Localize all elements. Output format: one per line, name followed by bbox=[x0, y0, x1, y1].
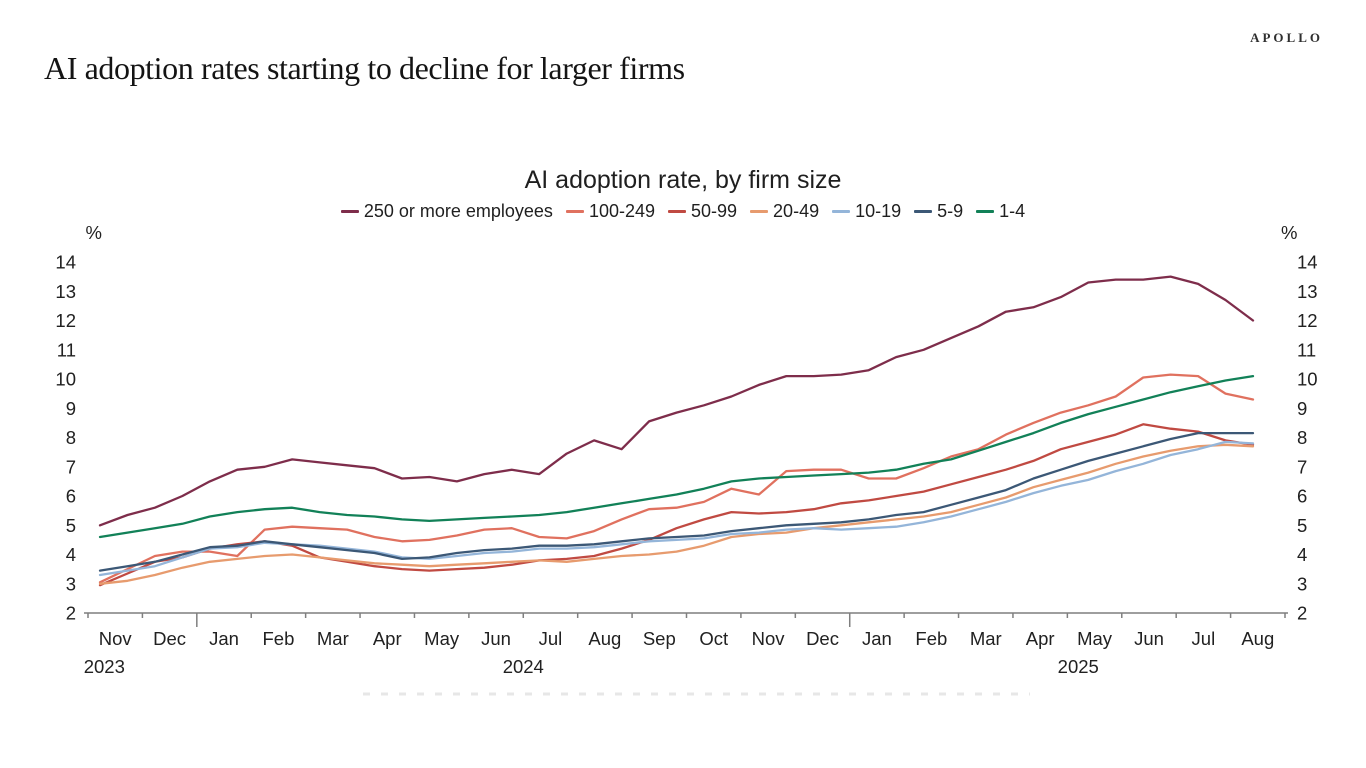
y-axis-label-left: 6 bbox=[66, 486, 76, 507]
x-axis-month-label: Jul bbox=[539, 628, 563, 649]
y-axis-label-left: 8 bbox=[66, 427, 76, 448]
series-line-5-9 bbox=[98, 431, 1255, 572]
x-axis-month-label: Aug bbox=[588, 628, 621, 649]
x-axis-year-label: 2023 bbox=[84, 656, 125, 677]
y-axis-label-left: 10 bbox=[55, 369, 76, 390]
legend-item-250-or-more-employees: 250 or more employees bbox=[340, 201, 553, 222]
legend-item-5-9: 5-9 bbox=[914, 201, 963, 222]
series-line-1-4 bbox=[98, 374, 1255, 539]
legend-swatch bbox=[832, 210, 851, 213]
y-axis-label-left: 5 bbox=[66, 515, 76, 536]
x-axis-year-label: 2024 bbox=[503, 656, 544, 677]
x-axis-month-label: Apr bbox=[373, 628, 402, 649]
x-axis-month-label: Feb bbox=[915, 628, 947, 649]
legend-label: 1-4 bbox=[999, 201, 1026, 221]
x-axis-month-label: Aug bbox=[1241, 628, 1274, 649]
apollo-logo: APOLLO bbox=[1250, 30, 1323, 45]
y-axis-label-right: 3 bbox=[1297, 573, 1307, 594]
y-axis-label-right: 4 bbox=[1297, 544, 1307, 565]
y-axis-label-left: 9 bbox=[66, 398, 76, 419]
x-axis-month-label: Dec bbox=[153, 628, 186, 649]
y-axis-label-right: 2 bbox=[1297, 603, 1307, 624]
legend-item-50-99: 50-99 bbox=[668, 201, 737, 222]
x-axis-month-label: Sep bbox=[643, 628, 676, 649]
y-axis-unit-left: % bbox=[86, 222, 102, 243]
y-axis-label-right: 9 bbox=[1297, 398, 1307, 419]
y-axis-label-right: 11 bbox=[1297, 339, 1316, 360]
y-axis-label-left: 3 bbox=[66, 573, 76, 594]
x-axis-month-label: Oct bbox=[699, 628, 728, 649]
x-axis-month-label: Jan bbox=[862, 628, 892, 649]
y-axis-label-left: 11 bbox=[57, 339, 76, 360]
legend-label: 20-49 bbox=[773, 201, 820, 221]
legend-label: 5-9 bbox=[937, 201, 964, 221]
x-axis-month-label: Nov bbox=[752, 628, 786, 649]
y-axis-label-left: 4 bbox=[66, 544, 76, 565]
series-line-100-249 bbox=[98, 373, 1255, 584]
y-axis-label-right: 8 bbox=[1297, 427, 1307, 448]
series-line-50-99 bbox=[98, 423, 1255, 587]
x-axis-month-label: Apr bbox=[1026, 628, 1055, 649]
y-axis-label-right: 13 bbox=[1297, 281, 1318, 302]
series-line-20-49 bbox=[98, 443, 1255, 585]
y-axis-unit-right: % bbox=[1281, 222, 1297, 243]
x-axis-month-label: May bbox=[424, 628, 460, 649]
legend-swatch bbox=[565, 210, 584, 213]
y-axis-label-right: 6 bbox=[1297, 486, 1307, 507]
legend-label: 250 or more employees bbox=[363, 201, 553, 221]
legend-label: 100-249 bbox=[588, 201, 655, 221]
y-axis-label-left: 7 bbox=[66, 456, 76, 477]
legend-label: 50-99 bbox=[691, 201, 738, 221]
x-axis-month-label: Dec bbox=[806, 628, 839, 649]
legend-swatch bbox=[668, 210, 686, 213]
y-axis-label-left: 12 bbox=[55, 310, 76, 331]
y-axis-label-right: 12 bbox=[1297, 310, 1318, 331]
legend-label: 10-19 bbox=[855, 201, 902, 221]
y-axis-label-left: 2 bbox=[66, 603, 76, 624]
page-title: AI adoption rates starting to decline fo… bbox=[44, 50, 685, 86]
series-line-250-or-more-employees bbox=[98, 275, 1255, 527]
legend-swatch bbox=[976, 210, 995, 213]
x-axis-month-label: Jun bbox=[1134, 628, 1164, 649]
x-axis-month-label: Jul bbox=[1192, 628, 1216, 649]
y-axis-label-right: 5 bbox=[1297, 515, 1307, 536]
y-axis-label-right: 7 bbox=[1297, 456, 1307, 477]
legend-item-100-249: 100-249 bbox=[565, 201, 655, 222]
x-axis-month-label: Mar bbox=[317, 628, 349, 649]
legend-swatch bbox=[340, 210, 359, 213]
y-axis-label-left: 13 bbox=[55, 281, 76, 302]
x-axis-month-label: May bbox=[1077, 628, 1113, 649]
chart-title: AI adoption rate, by firm size bbox=[524, 166, 842, 194]
x-axis-month-label: Jun bbox=[481, 628, 511, 649]
x-axis-month-label: Feb bbox=[262, 628, 294, 649]
x-axis-month-label: Mar bbox=[970, 628, 1002, 649]
legend-swatch bbox=[750, 210, 769, 213]
y-axis-label-right: 10 bbox=[1297, 369, 1318, 390]
chart-legend: 250 or more employees 100-249 50-99 20-49 10… bbox=[0, 201, 1366, 222]
x-axis-year-label: 2025 bbox=[1058, 656, 1099, 677]
y-axis-label-right: 14 bbox=[1297, 252, 1318, 273]
legend-item-20-49: 20-49 bbox=[750, 201, 819, 222]
y-axis-label-left: 14 bbox=[55, 252, 76, 273]
legend-item-1-4: 1-4 bbox=[976, 201, 1025, 222]
legend-item-10-19: 10-19 bbox=[832, 201, 901, 222]
x-axis-month-label: Nov bbox=[99, 628, 133, 649]
legend-swatch bbox=[914, 210, 933, 213]
x-axis-month-label: Jan bbox=[209, 628, 239, 649]
